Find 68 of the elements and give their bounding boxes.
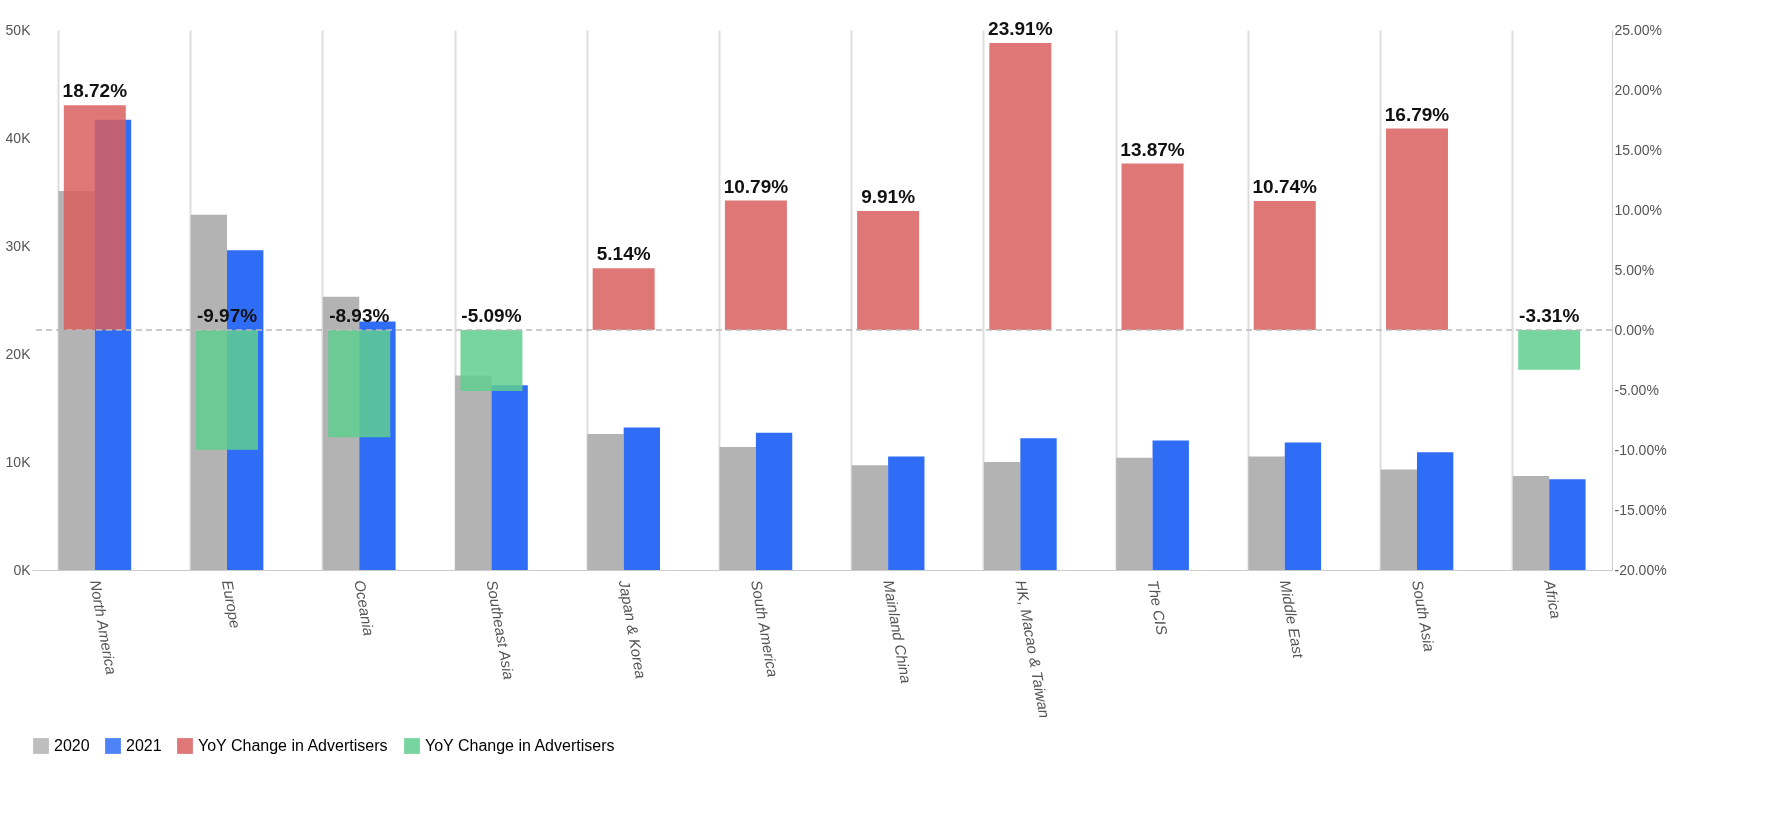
y2-tick-label: -10.00% [1614, 441, 1667, 458]
y2-tick-label: 5.00% [1614, 261, 1655, 278]
y-tick-label: 20K [5, 345, 32, 362]
y2-tick-label: 10.00% [1614, 201, 1662, 218]
bar [1152, 440, 1189, 570]
bar [592, 268, 655, 330]
legend-label: 2021 [126, 737, 162, 754]
legend-label: 2020 [54, 737, 90, 754]
bar [1121, 163, 1184, 330]
x-tick-label: HK, Macao & Taiwan [1012, 578, 1054, 720]
y-tick-label: 50K [5, 21, 32, 38]
data-label: -3.31% [1519, 305, 1580, 326]
bar [1116, 457, 1153, 570]
bar [989, 43, 1052, 330]
data-label: 18.72% [62, 80, 128, 102]
y-tick-label: 40K [5, 129, 32, 146]
x-tick-label: Japan & Korea [615, 577, 650, 680]
x-tick-label: South Asia [1409, 578, 1439, 653]
bar [1416, 452, 1454, 570]
bar [1380, 469, 1417, 570]
x-tick-label: Africa [1541, 577, 1565, 620]
y2-tick-label: 0.00% [1614, 321, 1655, 338]
x-tick-label: South America [748, 578, 782, 679]
x-tick-label: Europe [219, 578, 245, 630]
data-label: 23.91% [988, 18, 1053, 40]
data-label: 16.79% [1384, 103, 1450, 125]
bar [1385, 128, 1448, 330]
x-tick-label: Oceania [351, 578, 378, 637]
bar [755, 432, 793, 570]
x-tick-label: North America [86, 578, 121, 676]
x-tick-label: The CIS [1144, 578, 1171, 637]
y-tick-label: 10K [5, 453, 32, 470]
y2-tick-label: 25.00% [1614, 21, 1662, 38]
bar [719, 446, 756, 570]
bar [1549, 479, 1586, 570]
data-label: 13.87% [1120, 138, 1185, 160]
bar [851, 465, 889, 570]
bar [587, 433, 624, 570]
x-tick-label: Mainland China [880, 578, 916, 685]
bar [1512, 476, 1550, 570]
bar [857, 211, 920, 330]
data-label: 10.74% [1252, 176, 1318, 198]
bar [724, 200, 787, 330]
y2-tick-label: -20.00% [1614, 561, 1667, 578]
bar [623, 427, 661, 570]
y2-tick-label: 20.00% [1614, 81, 1662, 98]
x-tick-label: Southeast Asia [483, 578, 518, 681]
data-label: 10.79% [723, 175, 789, 197]
bar [1020, 438, 1057, 570]
bar [1248, 456, 1285, 570]
bar [983, 462, 1021, 570]
data-label: -5.09% [461, 305, 522, 326]
y-tick-label: 30K [5, 237, 32, 254]
x-tick-label: Middle East [1276, 578, 1308, 660]
data-label: 9.91% [861, 186, 916, 208]
bar [1518, 330, 1581, 370]
data-label: 5.14% [596, 243, 651, 265]
y-tick-label: 0K [13, 561, 32, 578]
y2-tick-label: -5.00% [1614, 381, 1659, 398]
bar [888, 456, 925, 570]
legend-label: YoY Change in Advertisers [425, 737, 615, 754]
data-label: -9.97% [196, 305, 258, 326]
data-label: -8.93% [329, 305, 390, 326]
y2-tick-label: -15.00% [1614, 501, 1667, 518]
bar [1284, 442, 1322, 570]
y2-tick-label: 15.00% [1614, 141, 1662, 158]
bar [1253, 201, 1316, 330]
legend-label: YoY Change in Advertisers [198, 737, 388, 754]
